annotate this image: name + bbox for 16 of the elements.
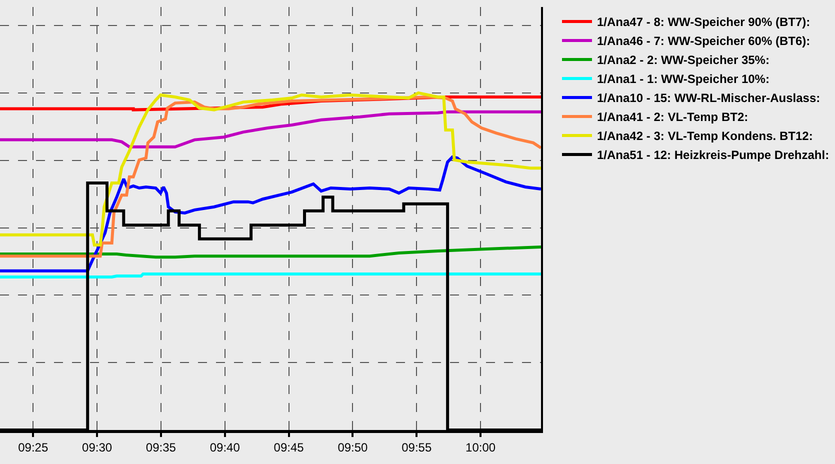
- legend-label: 1/Ana51 - 12: Heizkreis-Pumpe Drehzahl:: [597, 148, 830, 162]
- x-tick-label: 09:30: [82, 440, 112, 454]
- x-tick-label: 10:00: [466, 440, 496, 454]
- x-tick-label: 09:50: [338, 440, 368, 454]
- legend-label: 1/Ana41 - 2: VL-Temp BT2:: [597, 110, 748, 124]
- x-tick-label: 09:45: [274, 440, 304, 454]
- x-tick-label: 09:55: [402, 440, 432, 454]
- x-tick-label: 09:25: [18, 440, 48, 454]
- legend-label: 1/Ana1 - 1: WW-Speicher 10%:: [597, 72, 770, 86]
- legend-label: 1/Ana42 - 3: VL-Temp Kondens. BT12:: [597, 129, 813, 144]
- legend-label: 1/Ana46 - 7: WW-Speicher 60% (BT6):: [597, 34, 810, 48]
- legend-label: 1/Ana47 - 8: WW-Speicher 90% (BT7):: [597, 15, 810, 30]
- legend-label: 1/Ana2 - 2: WW-Speicher 35%:: [597, 53, 770, 68]
- x-tick-label: 09:35: [146, 440, 176, 454]
- legend-label: 1/Ana10 - 15: WW-RL-Mischer-Auslass:: [597, 91, 820, 106]
- x-tick-label: 09:40: [210, 440, 240, 454]
